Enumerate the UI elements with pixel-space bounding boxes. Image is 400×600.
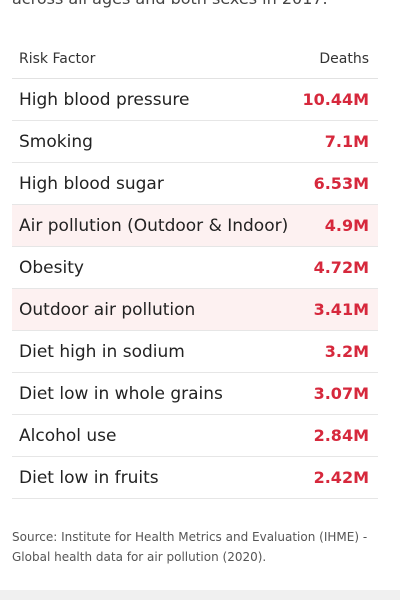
death-count-value: 3.2M — [324, 342, 369, 361]
death-count-value: 3.07M — [313, 384, 369, 403]
risk-factor-name: High blood pressure — [19, 89, 190, 110]
table-row: Diet low in fruits 2.42M — [12, 457, 378, 499]
table-row: Outdoor air pollution 3.41M — [12, 289, 378, 331]
source-note: Source: Institute for Health Metrics and… — [12, 530, 368, 564]
death-count-value: 10.44M — [302, 90, 369, 109]
table-row: High blood sugar 6.53M — [12, 163, 378, 205]
table-row: Diet low in whole grains 3.07M — [12, 373, 378, 415]
death-count-value: 2.84M — [313, 426, 369, 445]
risk-factor-name: Diet low in whole grains — [19, 383, 223, 404]
table-row: High blood pressure 10.44M — [12, 79, 378, 121]
table-header: Risk Factor Deaths — [12, 40, 378, 79]
risk-factor-name: Air pollution (Outdoor & Indoor) — [19, 215, 289, 236]
risk-factor-name: Alcohol use — [19, 425, 117, 446]
risk-factor-name: Obesity — [19, 257, 84, 278]
risk-factor-name: Smoking — [19, 131, 93, 152]
risk-factor-name: High blood sugar — [19, 173, 164, 194]
death-count-value: 6.53M — [313, 174, 369, 193]
risk-factor-table: Risk Factor Deaths High blood pressure 10… — [12, 40, 378, 499]
bottom-divider — [0, 590, 400, 600]
table-row: Air pollution (Outdoor & Indoor) 4.9M — [12, 205, 378, 247]
death-count-value: 3.41M — [313, 300, 369, 319]
table-row: Smoking 7.1M — [12, 121, 378, 163]
chart-subtitle: across all ages and both sexes in 2017. — [12, 0, 392, 9]
death-count-value: 4.72M — [313, 258, 369, 277]
risk-factor-name: Diet high in sodium — [19, 341, 185, 362]
risk-factor-name: Diet low in fruits — [19, 467, 159, 488]
death-count-value: 4.9M — [324, 216, 369, 235]
column-header-deaths: Deaths — [319, 51, 369, 67]
death-count-value: 7.1M — [324, 132, 369, 151]
table-row: Obesity 4.72M — [12, 247, 378, 289]
column-header-risk-factor: Risk Factor — [19, 51, 96, 67]
table-row: Diet high in sodium 3.2M — [12, 331, 378, 373]
table-body: High blood pressure 10.44M Smoking 7.1M High… — [12, 79, 378, 499]
table-row: Alcohol use 2.84M — [12, 415, 378, 457]
risk-factor-name: Outdoor air pollution — [19, 299, 196, 320]
death-count-value: 2.42M — [313, 468, 369, 487]
